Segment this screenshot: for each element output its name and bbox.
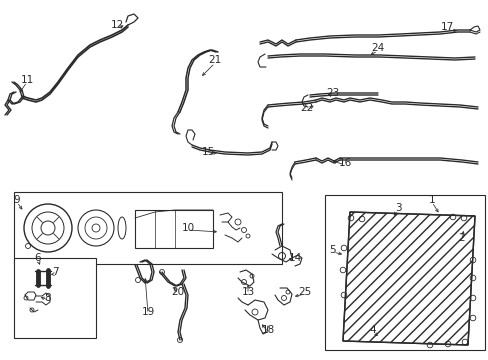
Text: 12: 12 <box>110 20 123 30</box>
Text: 5: 5 <box>329 245 336 255</box>
Bar <box>14 192 282 264</box>
Text: 2: 2 <box>458 233 465 243</box>
Text: 17: 17 <box>440 22 453 32</box>
Text: 3: 3 <box>394 203 401 213</box>
Text: 8: 8 <box>44 293 51 303</box>
Text: 16: 16 <box>338 158 351 168</box>
Text: 24: 24 <box>370 43 384 53</box>
Text: 15: 15 <box>201 147 214 157</box>
Text: 21: 21 <box>208 55 221 65</box>
Text: 7: 7 <box>52 267 58 277</box>
Text: 9: 9 <box>14 195 20 205</box>
Text: 23: 23 <box>325 88 339 98</box>
Bar <box>135 210 213 248</box>
Text: 4: 4 <box>369 325 376 335</box>
Text: 6: 6 <box>35 253 41 263</box>
Text: 25: 25 <box>298 287 311 297</box>
Text: 10: 10 <box>181 223 194 233</box>
Text: 20: 20 <box>171 287 184 297</box>
Text: 19: 19 <box>141 307 154 317</box>
Text: 22: 22 <box>300 103 313 113</box>
Text: 11: 11 <box>20 75 34 85</box>
Text: 13: 13 <box>241 287 254 297</box>
Text: 1: 1 <box>428 195 434 205</box>
Text: 18: 18 <box>261 325 274 335</box>
Bar <box>14 258 96 338</box>
Text: 14: 14 <box>288 253 301 263</box>
Bar <box>325 195 484 350</box>
